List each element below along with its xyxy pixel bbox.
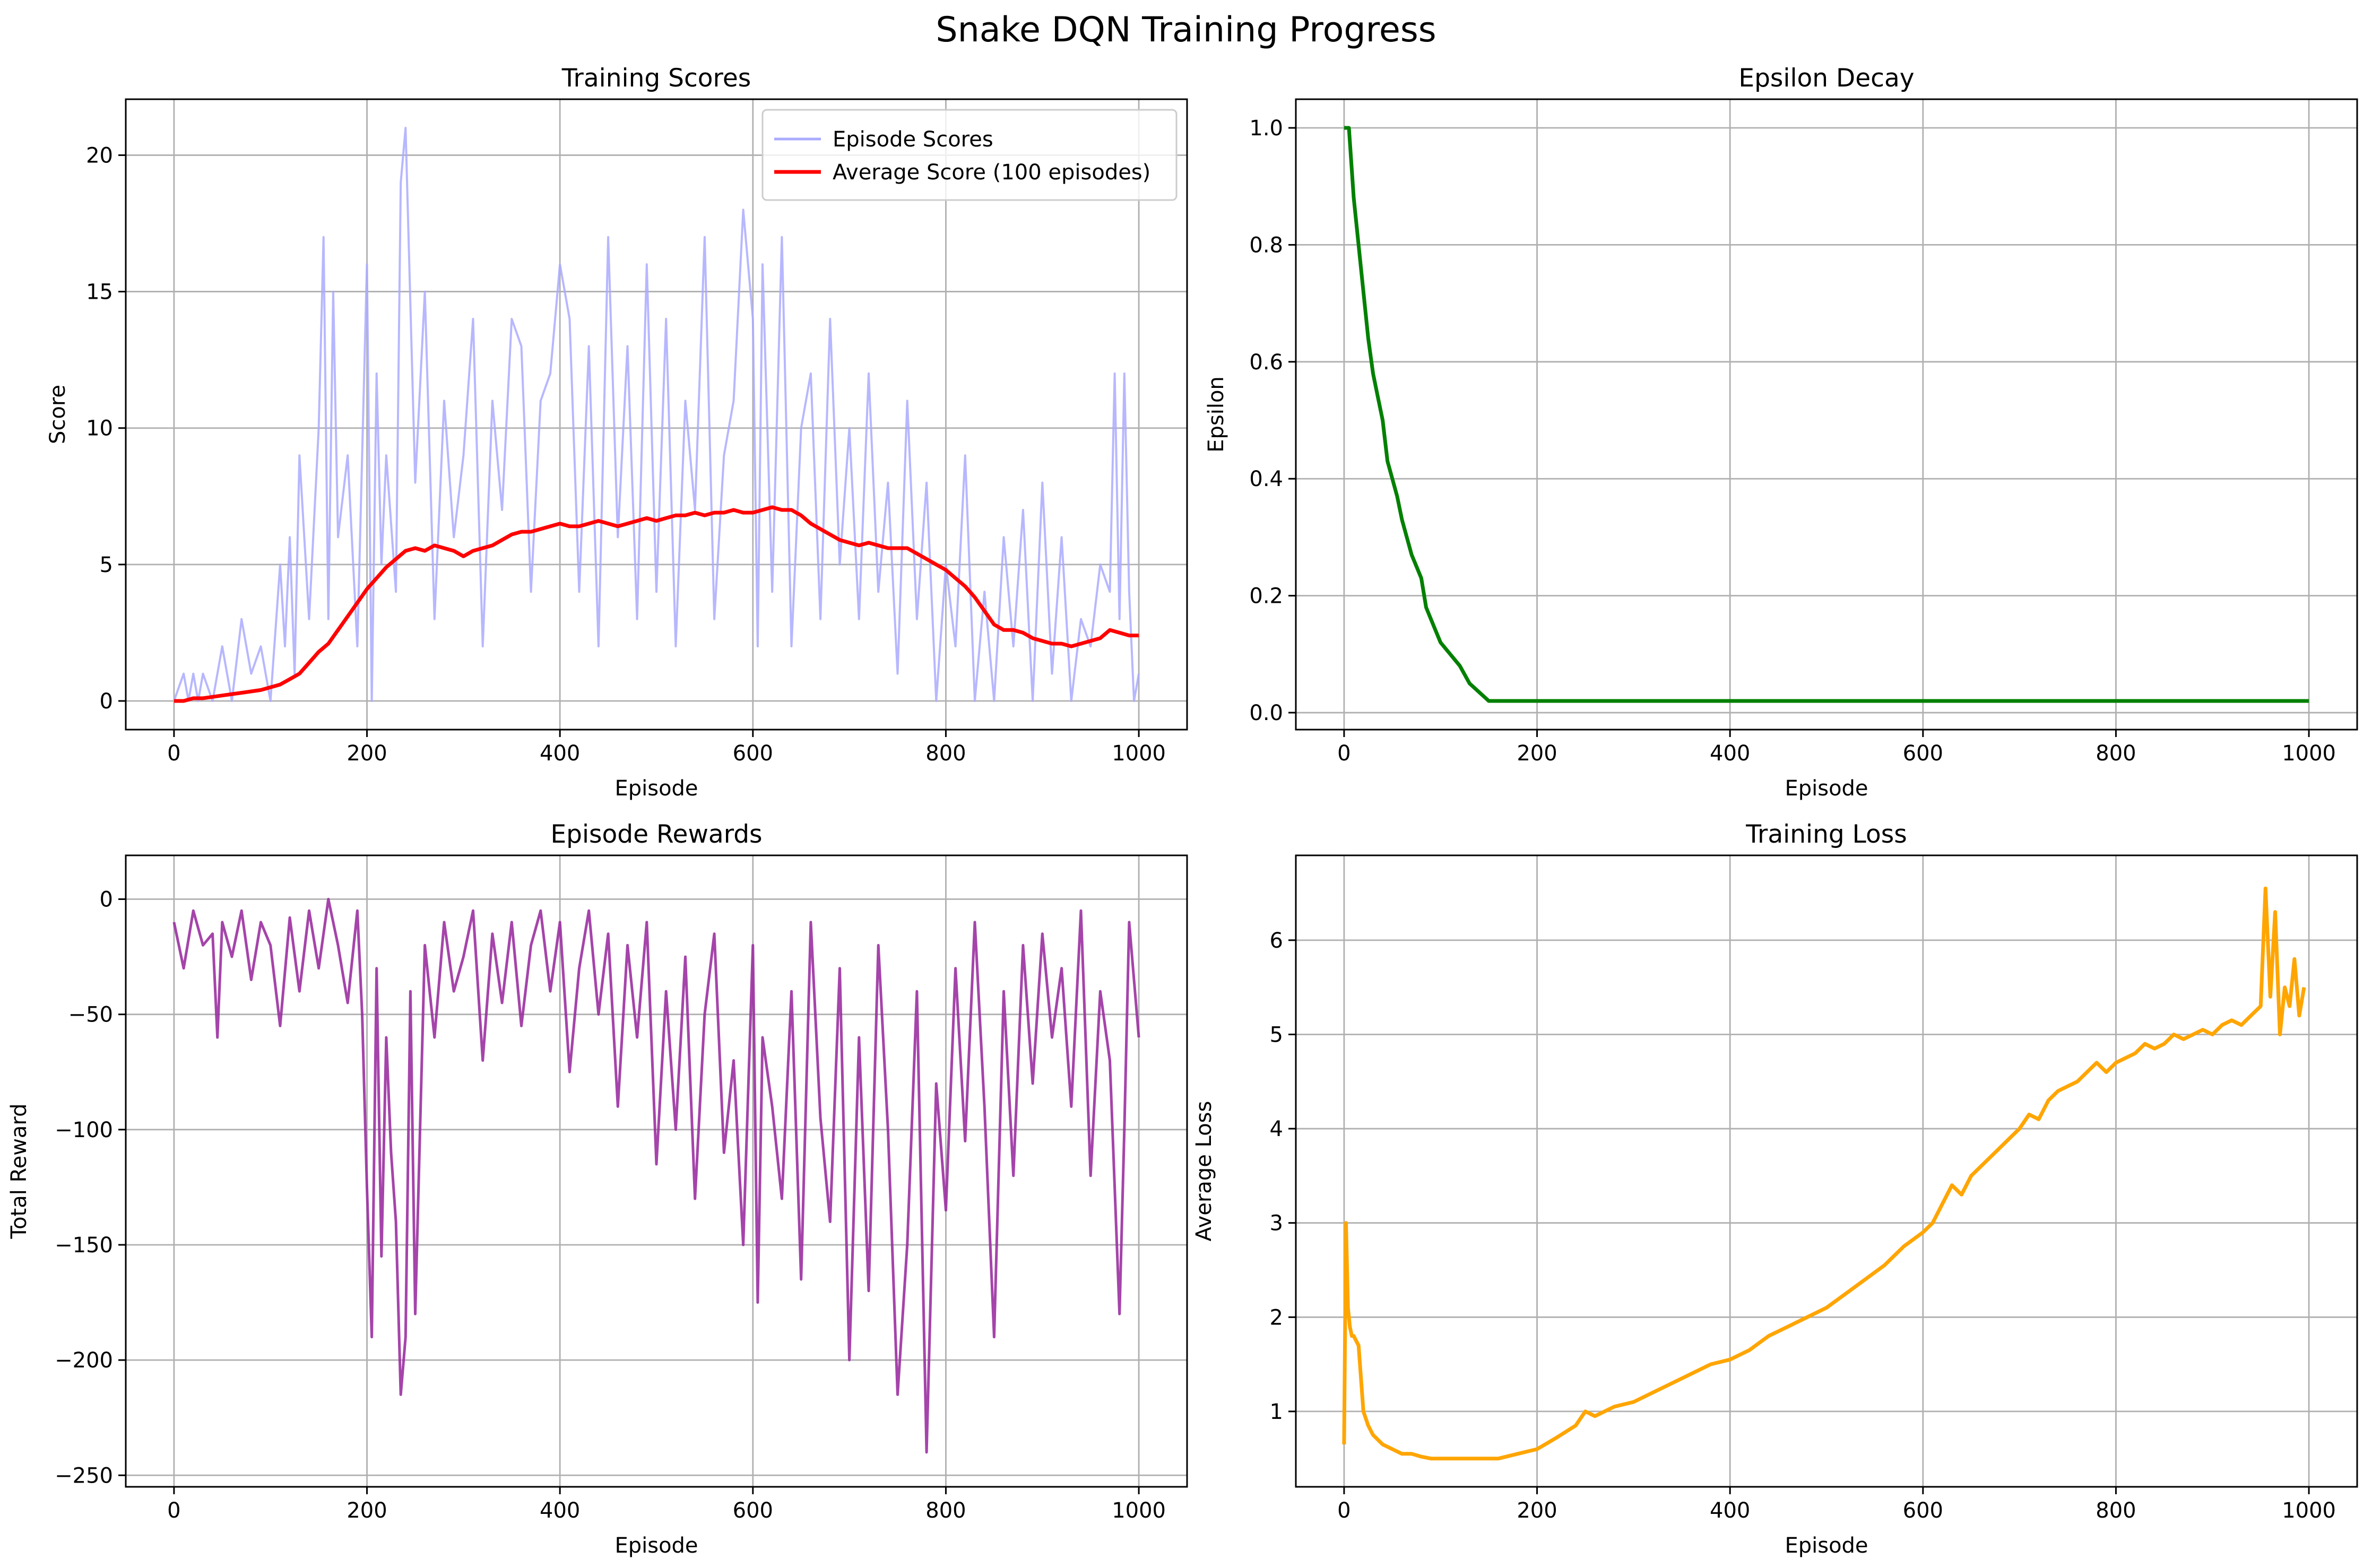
x-tick-label: 800 bbox=[925, 741, 966, 766]
y-tick-label: 1 bbox=[1270, 1400, 1283, 1424]
panel-title: Training Loss bbox=[1745, 820, 1907, 849]
x-tick-label: 600 bbox=[1903, 741, 1943, 766]
x-tick-label: 600 bbox=[1903, 1498, 1943, 1523]
y-tick-label: 2 bbox=[1270, 1305, 1283, 1330]
panel-training-loss: 0 200 400 600 800 1000 1 2 3 4 5 6 Training Loss Epis… bbox=[1192, 820, 2358, 1558]
x-axis-label: Episode bbox=[614, 1534, 698, 1558]
legend-entry: Average Score (100 episodes) bbox=[833, 160, 1150, 185]
y-tick-label: −50 bbox=[68, 1003, 113, 1027]
x-tick-label: 200 bbox=[1517, 1498, 1557, 1523]
x-tick-label: 200 bbox=[1517, 741, 1557, 766]
grid-lines bbox=[1296, 99, 2357, 730]
x-tick-label: 600 bbox=[733, 741, 773, 766]
x-tick-label: 200 bbox=[347, 1498, 387, 1523]
y-tick-label: 20 bbox=[86, 143, 113, 168]
x-tick-label: 1000 bbox=[2282, 1498, 2336, 1523]
x-tick-label: 800 bbox=[2096, 1498, 2136, 1523]
x-tick-label: 0 bbox=[167, 1498, 180, 1523]
x-axis-label: Episode bbox=[614, 776, 698, 801]
y-tick-label: 0.6 bbox=[1249, 350, 1283, 375]
plot-frame bbox=[1295, 98, 2358, 731]
series-line-scores-0 bbox=[173, 127, 1140, 702]
panel-title: Training Scores bbox=[561, 64, 751, 93]
y-tick-label: 0.8 bbox=[1249, 233, 1283, 257]
y-tick-label: −100 bbox=[55, 1118, 113, 1142]
series-line-epsilon bbox=[1344, 126, 2309, 703]
y-tick-label: 4 bbox=[1270, 1117, 1283, 1141]
x-tick-label: 1000 bbox=[1112, 1498, 1166, 1523]
panel-episode-rewards: 0 200 400 600 800 1000 0 −50 −100 −150 −200 −250 Epi… bbox=[7, 820, 1188, 1558]
x-tick-label: 0 bbox=[1337, 741, 1351, 766]
x-tick-label: 800 bbox=[2096, 741, 2136, 766]
x-tick-label: 400 bbox=[540, 741, 580, 766]
x-tick-label: 200 bbox=[347, 741, 387, 766]
legend-entry: Episode Scores bbox=[833, 127, 993, 152]
x-axis-label: Episode bbox=[1785, 776, 1868, 801]
legend: Episode Scores Average Score (100 episode… bbox=[761, 109, 1178, 201]
y-tick-label: 15 bbox=[86, 280, 113, 305]
x-tick-label: 600 bbox=[733, 1498, 773, 1523]
panel-title: Epsilon Decay bbox=[1738, 64, 1914, 93]
y-tick-label: 1.0 bbox=[1249, 116, 1283, 141]
grid-lines bbox=[126, 99, 1187, 730]
y-tick-label: 0.2 bbox=[1249, 584, 1283, 609]
legend-box bbox=[761, 109, 1178, 201]
plot-frame bbox=[1295, 854, 2358, 1488]
grid-lines bbox=[1296, 855, 2357, 1487]
series-line-scores-1 bbox=[174, 505, 1139, 703]
figure-title: Snake DQN Training Progress bbox=[936, 10, 1436, 50]
x-tick-label: 400 bbox=[1710, 741, 1750, 766]
series-line-loss bbox=[1342, 886, 2306, 1461]
y-tick-label: −150 bbox=[55, 1233, 113, 1258]
y-tick-label: 0 bbox=[100, 888, 113, 912]
y-tick-label: 0.0 bbox=[1249, 701, 1283, 725]
y-tick-label: −200 bbox=[55, 1348, 113, 1373]
x-tick-label: 800 bbox=[925, 1498, 966, 1523]
y-tick-label: 10 bbox=[86, 417, 113, 441]
x-axis-label: Episode bbox=[1785, 1534, 1868, 1558]
y-axis-label: Average Loss bbox=[1192, 1101, 1216, 1242]
y-tick-label: 6 bbox=[1270, 929, 1283, 953]
y-axis-label: Score bbox=[46, 385, 70, 444]
series-line-rewards bbox=[172, 898, 1140, 1454]
panel-training-scores: 0 200 400 600 800 1000 0 5 10 15 20 Training Scores… bbox=[46, 64, 1188, 801]
y-axis-label: Total Reward bbox=[7, 1103, 31, 1239]
y-tick-label: 0.4 bbox=[1249, 467, 1283, 491]
panel-title: Episode Rewards bbox=[550, 820, 762, 849]
panel-epsilon-decay: 0 200 400 600 800 1000 0.0 0.2 0.4 0.6 0.8 1.0 Epsil… bbox=[1204, 64, 2358, 801]
y-tick-label: 0 bbox=[100, 689, 113, 714]
y-tick-label: 3 bbox=[1270, 1211, 1283, 1236]
x-tick-label: 1000 bbox=[2282, 741, 2336, 766]
y-axis-label: Epsilon bbox=[1204, 376, 1228, 453]
x-tick-label: 400 bbox=[540, 1498, 580, 1523]
y-tick-label: −250 bbox=[55, 1463, 113, 1488]
x-tick-label: 400 bbox=[1710, 1498, 1750, 1523]
x-tick-label: 0 bbox=[1337, 1498, 1351, 1523]
plot-frame bbox=[125, 854, 1188, 1488]
y-tick-label: 5 bbox=[100, 553, 113, 577]
plot-frame bbox=[125, 98, 1188, 731]
grid-lines bbox=[126, 855, 1187, 1487]
x-tick-label: 1000 bbox=[1112, 741, 1166, 766]
x-tick-label: 0 bbox=[167, 741, 180, 766]
y-tick-label: 5 bbox=[1270, 1023, 1283, 1047]
